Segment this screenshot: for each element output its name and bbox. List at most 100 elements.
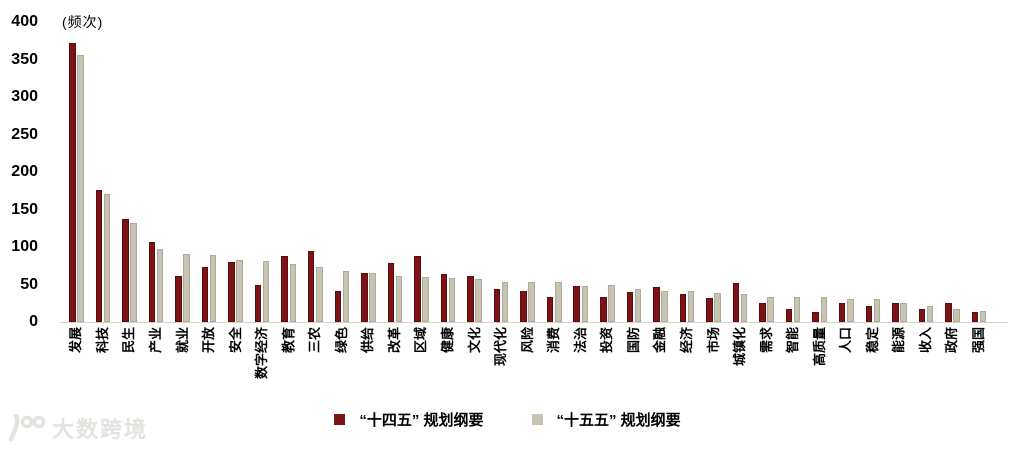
bar-s2 [714,292,721,322]
legend: “十四五” 规划纲要 “十五五” 规划纲要 [0,409,1015,430]
bar-s2 [953,308,960,322]
bar-s1 [812,311,819,322]
bar-s1 [201,267,209,322]
bar-s2 [661,291,668,322]
bar-s1 [759,303,766,322]
bar-s2 [528,281,535,322]
y-axis-tick-label: 400 [11,13,38,30]
bar-s2 [395,275,403,322]
y-axis-tick-label: 200 [11,163,38,180]
bar-s2 [979,310,987,322]
x-axis-label: 民生 [121,327,137,354]
y-axis-unit-label: (频次) [62,14,104,30]
bar-s1 [653,286,660,322]
bar-s2 [581,286,589,322]
x-axis-label: 三农 [307,327,323,354]
bar-s2 [873,298,881,322]
x-axis-label: 需求 [758,327,774,354]
x-axis-label: 能源 [891,327,907,354]
y-axis-tick-label: 100 [11,238,38,255]
bar-s1 [706,298,713,322]
bar-s2 [236,259,243,322]
bar-s1 [971,311,979,322]
bar-s2 [156,249,164,322]
bar-s1 [732,283,740,322]
bar-s2 [767,296,774,322]
bar-s2 [687,291,695,322]
watermark-text: 大数跨境 [52,417,149,442]
bar-s1 [148,241,156,322]
legend-label-15th-plan: “十五五” 规划纲要 [556,412,681,429]
bar-s1 [387,262,395,322]
x-axis-label: 稳定 [864,327,880,354]
bar-s1 [573,286,580,322]
bar-s2 [262,261,270,322]
watermark: 大数跨境 [6,412,148,444]
x-axis-label: 健康 [440,327,455,354]
bar-s2 [183,253,190,322]
bar-s1 [307,250,315,322]
bar-s1 [945,303,952,322]
bar-s2 [289,263,296,322]
x-axis-label: 法治 [572,327,588,354]
bar-s1 [865,306,872,322]
x-axis-label: 经济 [678,327,694,354]
bar-s2 [820,296,827,322]
x-axis-label: 收入 [917,327,933,354]
bar-s1 [281,256,288,322]
x-axis-label: 开放 [201,327,217,354]
bar-s1 [414,256,421,322]
bar-s1 [175,276,182,322]
legend-swatch-14th-plan [334,414,346,425]
bar-s2 [634,289,642,322]
x-axis-label: 智能 [785,327,801,354]
bar-s1 [493,289,501,322]
x-axis-label: 文化 [466,327,482,354]
legend-swatch-15th-plan [531,414,543,425]
bar-s1 [440,274,448,322]
x-axis-label: 现代化 [493,327,509,367]
bar-s2 [342,271,350,322]
bar-s1 [122,218,129,322]
bar-s2 [422,277,429,322]
bar-s1 [838,303,846,322]
x-axis-label: 产业 [147,327,163,354]
bar-s2 [740,293,748,322]
bar-s2 [103,193,111,322]
x-axis-label: 改革 [386,327,402,354]
bar-s2 [130,223,137,322]
watermark-logo [8,413,46,442]
x-axis-label: 投资 [599,327,615,354]
bar-s2 [926,306,934,322]
bar-s2 [369,273,376,322]
x-axis-label: 市场 [705,327,721,354]
x-axis-label: 人口 [838,327,854,354]
y-axis-tick-label: 50 [20,275,38,293]
bar-s2 [555,281,562,322]
bar-s1 [892,303,899,322]
x-axis-label: 供给 [360,327,376,354]
x-axis-line [60,322,1008,323]
y-axis-tick-label: 250 [11,125,38,143]
bar-s2 [501,281,509,322]
x-axis-label: 消费 [546,327,562,354]
x-axis-label: 数字经济 [254,327,270,380]
bar-s2 [608,285,615,322]
x-axis-label: 高质量 [811,327,827,367]
bar-s2 [77,55,84,322]
bar-s1 [626,292,634,322]
bar-s2 [847,298,854,322]
bar-s2 [475,279,482,322]
y-axis-tick-label: 0 [29,313,38,330]
legend-item-14th-plan: “十四五” 规划纲要 [334,409,484,430]
y-axis-tick-label: 150 [11,200,38,218]
bar-s1 [918,308,926,322]
bar-s1 [785,309,793,322]
bar-s1 [334,290,341,322]
x-axis-label: 国防 [625,327,641,354]
x-axis-label: 风险 [519,327,535,354]
legend-item-15th-plan: “十五五” 规划纲要 [531,409,681,430]
bar-s2 [900,302,907,322]
bar-s1 [361,272,368,322]
